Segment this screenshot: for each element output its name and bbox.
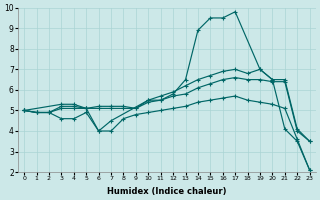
- X-axis label: Humidex (Indice chaleur): Humidex (Indice chaleur): [107, 187, 227, 196]
